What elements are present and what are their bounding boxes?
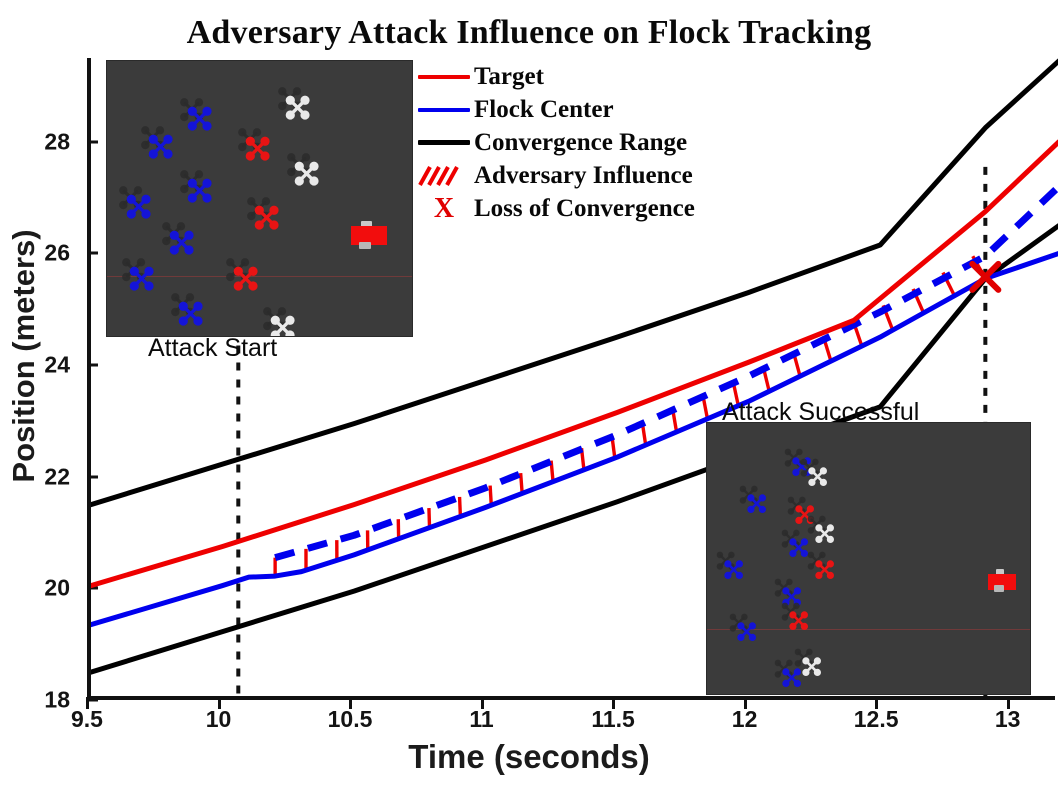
y-tick-mark — [87, 586, 98, 590]
drone-red — [814, 559, 835, 580]
x-tick-label: 11 — [469, 706, 494, 732]
drone-white — [269, 314, 296, 336]
drone-red — [253, 204, 280, 231]
drone-blue — [781, 667, 802, 688]
plot-canvas — [91, 58, 1058, 700]
drone-white — [284, 94, 311, 121]
y-tick-mark — [87, 140, 98, 144]
legend: Target Flock Center Convergence Range — [414, 60, 754, 225]
legend-label: Target — [474, 62, 544, 90]
x-tick-mark — [612, 697, 616, 709]
y-tick-label: 18 — [44, 686, 70, 713]
drone-red — [232, 265, 259, 292]
x-tick-label: 13 — [994, 706, 1021, 732]
drone-blue — [177, 300, 204, 327]
legend-label: Loss of Convergence — [474, 194, 695, 222]
drone-blue — [788, 537, 809, 558]
x-tick-label: 10.5 — [327, 706, 373, 732]
drone-blue — [168, 229, 195, 256]
drone-blue — [125, 193, 152, 220]
drone-blue — [746, 493, 767, 514]
drone-blue — [736, 621, 757, 642]
annotation-attack-start: Attack Start — [148, 334, 278, 362]
y-tick-mark — [87, 475, 98, 479]
x-tick-mark — [217, 697, 221, 709]
legend-item-adversary-influence: Adversary Influence — [414, 159, 754, 192]
page-title: Adversary Attack Influence on Flock Trac… — [186, 14, 872, 51]
hatch-icon — [414, 159, 474, 192]
x-tick-mark — [1006, 697, 1010, 709]
inset-simulation-attack-start — [106, 60, 413, 337]
legend-label: Convergence Range — [474, 128, 688, 156]
loss-of-convergence-marker — [969, 260, 1002, 293]
convergence-range-line-swatch — [414, 126, 474, 159]
plot-area — [87, 58, 1058, 700]
x-tick-label: 12.5 — [853, 706, 899, 732]
x-tick-label: 9.5 — [71, 706, 103, 732]
target-line — [91, 139, 1058, 589]
drone-red — [244, 135, 271, 162]
drone-blue — [186, 177, 213, 204]
annotation-attack-successful: Attack Successful — [722, 398, 920, 426]
y-tick-mark — [87, 251, 98, 255]
target-vehicle — [988, 569, 1016, 592]
y-tick-label: 28 — [44, 128, 70, 155]
legend-label: Adversary Influence — [474, 161, 693, 189]
legend-item-flock-center: Flock Center — [414, 93, 754, 126]
drone-blue — [186, 105, 213, 132]
flock-center-dashed-line — [274, 183, 1058, 562]
drone-white — [814, 523, 835, 544]
target-vehicle — [351, 220, 387, 249]
drone-white — [293, 160, 320, 187]
drone-blue — [128, 265, 155, 292]
drone-red — [788, 610, 809, 631]
y-tick-label: 26 — [44, 239, 70, 266]
x-tick-label: 12 — [731, 706, 758, 732]
x-tick-mark — [875, 697, 879, 709]
x-axis-title: Time (seconds) — [408, 738, 650, 775]
x-tick-label: 10 — [205, 706, 232, 732]
x-tick-mark — [349, 697, 353, 709]
x-tick-label: 11.5 — [591, 706, 635, 732]
x-tick-mark — [743, 697, 747, 709]
x-marker-icon: X — [414, 192, 474, 225]
target-line-swatch — [414, 60, 474, 93]
drone-shadow — [276, 85, 303, 112]
x-glyph: X — [433, 193, 455, 224]
y-tick-label: 24 — [44, 351, 70, 378]
legend-item-target: Target — [414, 60, 754, 93]
drone-white — [807, 466, 828, 487]
drone-blue — [723, 559, 744, 580]
y-tick-mark — [87, 698, 98, 702]
flock-center-line-swatch — [414, 93, 474, 126]
legend-label: Flock Center — [474, 95, 614, 123]
convergence-range-line — [91, 58, 1058, 508]
drone-blue — [147, 133, 174, 160]
x-tick-mark — [86, 697, 89, 709]
flock-center-line — [91, 251, 1058, 628]
y-tick-label: 20 — [44, 574, 70, 601]
legend-item-loss-of-convergence: X Loss of Convergence — [414, 192, 754, 225]
legend-item-convergence-range: Convergence Range — [414, 126, 754, 159]
x-tick-mark — [480, 697, 484, 709]
y-tick-mark — [87, 363, 98, 367]
drone-white — [801, 656, 822, 677]
y-tick-label: 22 — [44, 463, 70, 490]
inset-simulation-attack-successful — [706, 422, 1031, 695]
